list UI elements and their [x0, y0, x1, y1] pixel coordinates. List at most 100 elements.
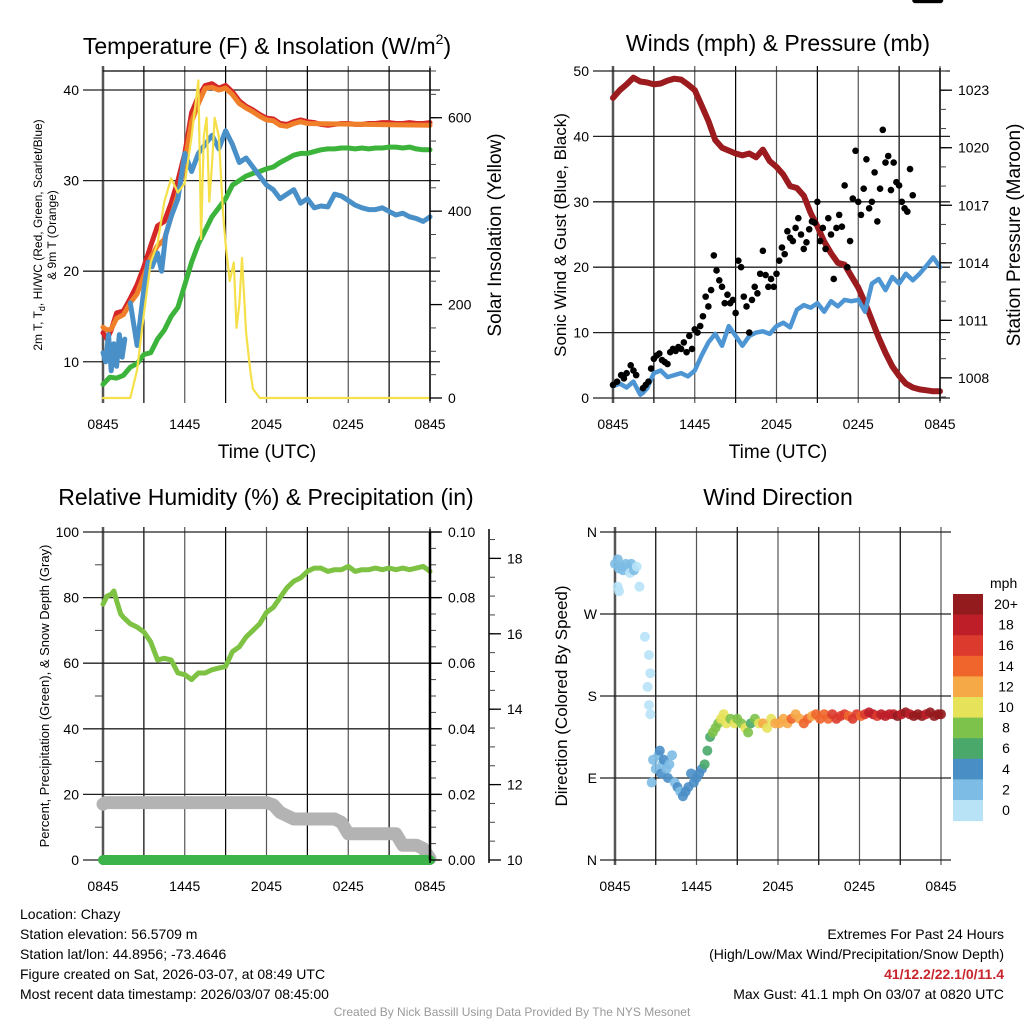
gust-point	[795, 214, 802, 222]
gust-point	[656, 350, 663, 357]
winds-ylabel: Sonic Wind & Gust (Blue, Black)	[551, 113, 570, 357]
legend-label: 4	[1002, 761, 1010, 777]
legend-swatch	[953, 779, 983, 801]
y-tick-label: 50	[573, 63, 589, 79]
x-tick-label: 0245	[333, 878, 364, 894]
series-station-pressure	[610, 74, 943, 395]
gust-point	[814, 198, 821, 206]
gust-point	[846, 237, 854, 245]
direction-point	[612, 554, 623, 565]
gust-point	[874, 218, 881, 225]
gust-point	[863, 155, 870, 163]
y-tick-label: 30	[573, 194, 589, 210]
gust-point	[797, 231, 805, 238]
x-tick-label: 0845	[597, 416, 628, 432]
gust-point	[762, 271, 769, 279]
y2-tick-label: 0.00	[448, 852, 475, 868]
x-tick-label: 1445	[169, 416, 200, 432]
gust-point	[683, 348, 690, 356]
gust-point	[620, 375, 628, 382]
legend-label: 8	[1002, 720, 1010, 736]
gust-point	[623, 369, 630, 377]
direction-point	[643, 650, 654, 660]
created-text: Figure created on Sat, 2026-03-07, at 08…	[20, 966, 326, 982]
x-tick-label: 0845	[414, 416, 445, 432]
direction-point	[743, 727, 754, 738]
y-tick-label: 20	[63, 786, 79, 802]
x-tick-label: 0845	[925, 878, 956, 894]
extremes-info: Extremes For Past 24 Hours (High/Low/Max…	[709, 924, 1004, 1004]
humidity-title: Relative Humidity (%) & Precipitation (i…	[58, 484, 473, 510]
gust-point	[647, 365, 655, 372]
latlon-text: Station lat/lon: 44.8956; -73.4646	[20, 946, 227, 962]
gust-point	[743, 303, 750, 310]
gust-point	[906, 165, 914, 173]
gust-point	[778, 244, 786, 251]
y2-tick-label: 1017	[958, 197, 989, 213]
gust-point	[811, 219, 818, 227]
gust-point	[759, 247, 767, 255]
y-tick-label: 20	[573, 259, 589, 275]
y-tick-label: 10	[573, 325, 589, 341]
y2-tick-label: 12	[507, 777, 523, 793]
direction-point	[642, 681, 653, 692]
gust-point	[830, 275, 838, 283]
gust-point	[740, 293, 748, 300]
winds-xlabel: Time (UTC)	[729, 442, 828, 463]
recent-data-text: Most recent data timestamp: 2026/03/07 0…	[20, 986, 329, 1002]
y2-tick-label: 400	[448, 203, 472, 219]
gust-point	[890, 159, 897, 166]
gust-point	[781, 250, 788, 258]
location-text: Location: Chazy	[20, 906, 121, 922]
direction-point	[614, 586, 625, 597]
gust-point	[868, 198, 876, 206]
legend-label: 12	[998, 678, 1014, 694]
y2-tick-label: 0.02	[448, 786, 475, 802]
gust-point	[824, 214, 832, 222]
x-tick-label: 1445	[679, 416, 710, 432]
x-tick-label: 2045	[251, 416, 282, 432]
direction-point	[762, 722, 773, 733]
series-heat-index-wind-chill	[100, 128, 433, 374]
direction-point	[645, 668, 656, 679]
gust-point	[754, 290, 761, 297]
y-tick-label: 30	[63, 173, 79, 189]
wind-speed-legend: mph 20+ 18 16 14 12 10 8 6 4 2 0	[953, 575, 1018, 822]
humidity-ylabel: Percent, Precipitation (Green), & Snow D…	[37, 545, 52, 848]
gust-point	[645, 378, 652, 385]
x-tick-label: 2045	[761, 416, 792, 432]
gust-point	[800, 245, 808, 253]
gust-point	[686, 332, 693, 340]
winds-panel: Winds (mph) & Pressure (mb) 0845 1445 2045…	[551, 0, 1024, 463]
direction-point	[936, 709, 946, 720]
gust-point	[715, 276, 723, 284]
wind-direction-ylabel: Direction (Colored By Speed)	[552, 585, 571, 806]
legend-label: 18	[998, 617, 1014, 633]
temperature-panel: Temperature (F) & Insolation (W/m2) 0845…	[31, 31, 506, 463]
gust-point	[751, 283, 758, 291]
gust-point	[613, 378, 621, 385]
y-tick-label: N	[587, 852, 597, 868]
gust-point	[707, 286, 715, 294]
direction-point	[702, 745, 713, 756]
x-tick-label: 0845	[599, 878, 630, 894]
x-tick-label: 2045	[251, 878, 282, 894]
legend-swatch	[953, 655, 983, 677]
y-tick-label: 80	[63, 590, 79, 606]
gust-point	[710, 252, 718, 259]
wind-direction-panel: Wind Direction 0845 1445 2045 0245 0845NESWN…	[552, 484, 1018, 894]
gust-point	[884, 152, 892, 160]
gust-point	[803, 239, 810, 246]
x-tick-label: 0845	[414, 878, 445, 894]
direction-point	[645, 709, 656, 720]
gust-point	[784, 227, 791, 235]
gust-point	[827, 231, 835, 238]
wind-direction-title: Wind Direction	[703, 484, 853, 510]
y-tick-label: E	[588, 770, 597, 786]
gust-point	[721, 299, 729, 307]
gust-point	[879, 126, 887, 134]
y2-tick-label: 0.10	[448, 524, 475, 540]
gust-point	[756, 270, 764, 278]
series-9m-temperature	[100, 84, 433, 333]
extremes-values: 41/12.2/22.1/0/11.4	[884, 966, 1004, 982]
